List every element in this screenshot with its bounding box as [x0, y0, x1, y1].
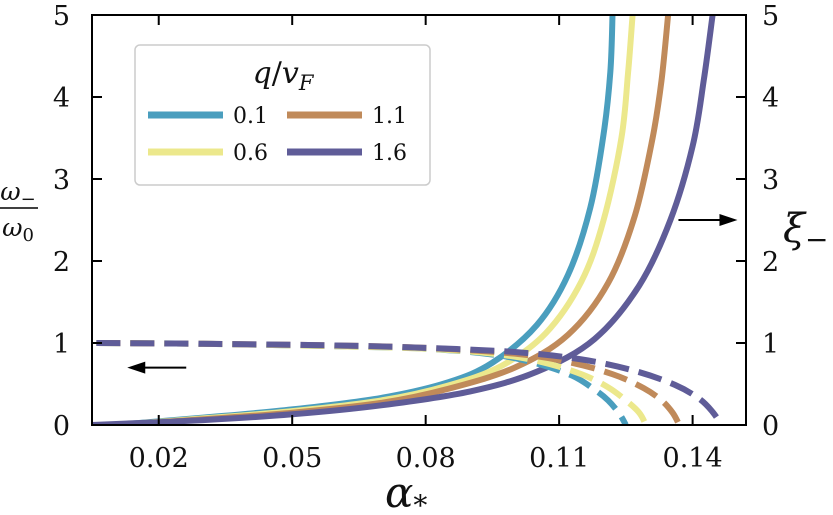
- y-tick-label-right: 1: [762, 329, 779, 360]
- y-left-label-numerator: ω−: [0, 177, 35, 210]
- ticks-layer: 0.02 0.05 0.08 0.11 0.14 0 0 1 1 2 2 3 3 4 4 5 5: [53, 1, 779, 474]
- series-layer: [92, 14, 725, 425]
- x-tick-label: 0.14: [663, 443, 723, 474]
- y-tick-label-left: 5: [53, 1, 70, 32]
- x-tick-label: 0.05: [262, 443, 322, 474]
- legend: q/vF 0.1 0.6 1.1 1.6: [134, 44, 431, 186]
- plot-frame: [91, 14, 747, 426]
- legend-label-1: 0.6: [233, 141, 268, 166]
- x-axis-label: α*: [385, 468, 427, 515]
- y-tick-label-right: 2: [762, 247, 779, 278]
- legend-title: q/vF: [253, 56, 315, 95]
- y-tick-label-left: 1: [53, 329, 70, 360]
- legend-label-3: 1.6: [372, 141, 407, 166]
- x-tick-label: 0.02: [129, 443, 189, 474]
- x-tick-label: 0.11: [529, 443, 589, 474]
- series-1-dashed-line: [96, 340, 649, 425]
- axes-layer: [91, 14, 747, 426]
- y-tick-label-left: 0: [53, 411, 70, 442]
- legend-label-0: 0.1: [233, 104, 268, 129]
- annotations: [127, 214, 738, 374]
- series-3-dashed-line: [96, 340, 725, 425]
- y-tick-label-right: 4: [762, 83, 779, 114]
- y-tick-label-right: 5: [762, 1, 779, 32]
- legend-label-2: 1.1: [372, 104, 407, 129]
- y-left-label-denominator: ω0: [2, 213, 34, 246]
- x-tick-label: 0.08: [396, 443, 456, 474]
- y-right-label: ξ−: [783, 206, 829, 256]
- arrow-left-head: [127, 361, 146, 374]
- axis-labels: α* ω−ω0 ξ−: [0, 177, 829, 515]
- y-tick-label-right: 3: [762, 165, 779, 196]
- y-tick-label-left: 3: [53, 165, 70, 196]
- arrow-right-head: [719, 214, 738, 226]
- y-tick-label-right: 0: [762, 411, 779, 442]
- y-tick-label-left: 2: [53, 247, 70, 278]
- y-tick-label-left: 4: [53, 83, 70, 114]
